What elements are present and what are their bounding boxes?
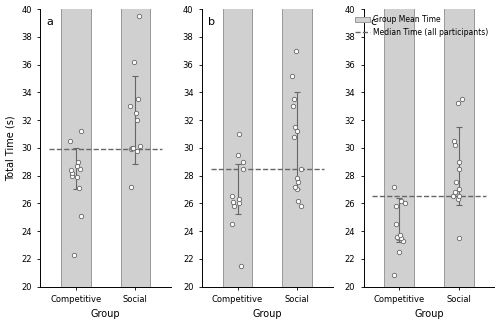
- Point: [292, 48, 300, 53]
- Point: [393, 234, 401, 239]
- Point: [78, 213, 86, 218]
- Point: [73, 163, 81, 168]
- Point: [395, 249, 403, 254]
- Point: [126, 104, 134, 109]
- Point: [239, 166, 247, 171]
- Point: [238, 263, 246, 268]
- Point: [292, 187, 300, 192]
- Point: [452, 142, 460, 148]
- Point: [68, 170, 76, 176]
- Point: [456, 166, 464, 171]
- Point: [290, 134, 298, 139]
- Point: [134, 97, 142, 102]
- Point: [294, 176, 302, 181]
- Point: [74, 159, 82, 164]
- Point: [234, 152, 242, 157]
- Point: [454, 197, 462, 202]
- Point: [134, 117, 141, 123]
- Text: a: a: [46, 17, 54, 27]
- Point: [76, 166, 84, 171]
- X-axis label: Group: Group: [91, 309, 120, 319]
- Point: [288, 104, 296, 109]
- Point: [228, 222, 236, 227]
- Point: [127, 184, 135, 189]
- Bar: [120, 0, 150, 287]
- Point: [392, 222, 400, 227]
- Point: [294, 180, 302, 185]
- Point: [292, 124, 300, 130]
- Point: [230, 203, 238, 209]
- Y-axis label: Total Time (s): Total Time (s): [6, 115, 16, 181]
- Point: [229, 199, 237, 204]
- Point: [452, 180, 460, 185]
- Point: [66, 138, 74, 143]
- Point: [456, 159, 464, 164]
- Point: [400, 201, 408, 206]
- Bar: [61, 0, 91, 287]
- X-axis label: Group: Group: [414, 309, 444, 319]
- Point: [66, 167, 74, 173]
- Point: [235, 131, 243, 136]
- Point: [396, 233, 404, 238]
- Point: [450, 194, 458, 199]
- Point: [390, 273, 398, 278]
- Bar: [222, 0, 252, 287]
- Point: [135, 13, 143, 19]
- Point: [297, 203, 305, 209]
- Point: [454, 187, 462, 192]
- Point: [128, 145, 136, 150]
- Point: [293, 129, 301, 134]
- Point: [228, 194, 236, 199]
- Point: [78, 129, 86, 134]
- Point: [288, 73, 296, 78]
- Point: [290, 97, 298, 102]
- Point: [136, 144, 143, 149]
- Point: [127, 147, 135, 152]
- Text: b: b: [208, 17, 216, 27]
- Point: [400, 238, 407, 243]
- Bar: [384, 0, 414, 287]
- Point: [397, 235, 405, 240]
- Point: [73, 174, 81, 179]
- Point: [294, 198, 302, 203]
- Point: [458, 97, 466, 102]
- Point: [297, 166, 305, 171]
- Point: [292, 184, 300, 189]
- Point: [394, 235, 402, 240]
- Point: [132, 111, 140, 116]
- Point: [392, 203, 400, 209]
- Point: [455, 194, 463, 199]
- Point: [70, 252, 78, 257]
- Point: [240, 159, 248, 164]
- Point: [68, 173, 76, 178]
- Point: [397, 198, 405, 203]
- Text: c: c: [370, 17, 376, 27]
- Point: [235, 201, 243, 206]
- Bar: [282, 0, 312, 287]
- Legend: Group Mean Time, Median Time (all participants): Group Mean Time, Median Time (all partic…: [352, 13, 490, 39]
- X-axis label: Group: Group: [252, 309, 282, 319]
- Point: [130, 145, 138, 150]
- Point: [450, 189, 458, 195]
- Point: [130, 59, 138, 64]
- Point: [390, 184, 398, 189]
- Point: [74, 186, 82, 191]
- Bar: [444, 0, 474, 287]
- Point: [454, 101, 462, 106]
- Point: [132, 148, 140, 153]
- Point: [456, 235, 464, 240]
- Point: [235, 197, 243, 202]
- Point: [450, 138, 458, 143]
